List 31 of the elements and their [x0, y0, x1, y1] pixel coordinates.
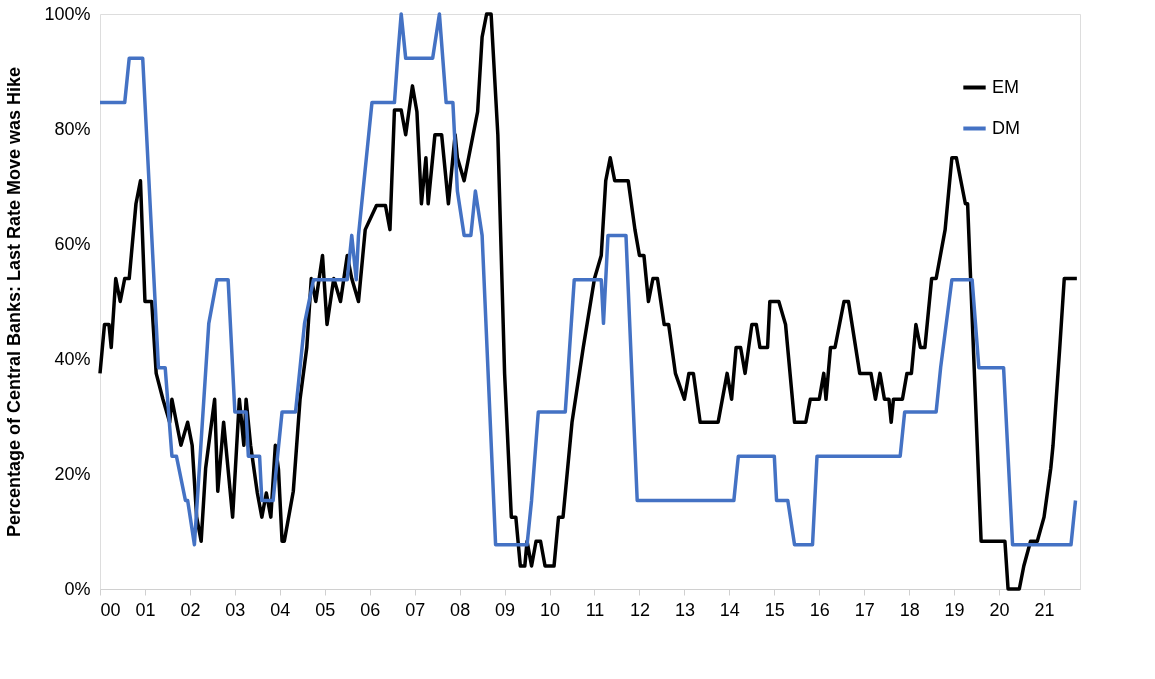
x-tick-label: 03 [225, 599, 246, 620]
x-tick-label: 06 [360, 599, 381, 620]
x-tick-label: 11 [585, 599, 605, 620]
x-tick-label: 04 [270, 599, 291, 620]
y-axis-title: Percentage of Central Banks: Last Rate Move was Hike [4, 66, 25, 538]
x-tick-label: 16 [809, 599, 830, 620]
x-tick-label: 14 [719, 599, 740, 620]
x-tick-label: 09 [495, 599, 516, 620]
x-tick-label: 17 [854, 599, 875, 620]
y-tick-label: 40% [54, 348, 91, 369]
legend-label: EM [992, 76, 1019, 97]
x-tick-label: 19 [944, 599, 965, 620]
x-tick-label: 00 [100, 599, 121, 620]
y-tick-label: 60% [54, 233, 91, 254]
x-tick-label: 05 [315, 599, 336, 620]
x-tick-label: 07 [405, 599, 426, 620]
x-tick-label: 15 [764, 599, 785, 620]
x-tick-label: 18 [899, 599, 920, 620]
x-tick-label: 12 [629, 599, 650, 620]
x-tick-label: 08 [450, 599, 471, 620]
x-tick-label: 20 [989, 599, 1010, 620]
legend-label: DM [992, 117, 1020, 138]
x-tick-label: 21 [1034, 599, 1055, 620]
y-tick-label: 80% [54, 118, 91, 139]
x-tick-label: 02 [180, 599, 201, 620]
x-tick-label: 10 [540, 599, 561, 620]
y-tick-label: 0% [64, 578, 91, 599]
x-tick-label: 01 [135, 599, 156, 620]
y-tick-label: 20% [54, 463, 91, 484]
x-tick-label: 13 [674, 599, 695, 620]
y-tick-label: 100% [44, 3, 91, 24]
